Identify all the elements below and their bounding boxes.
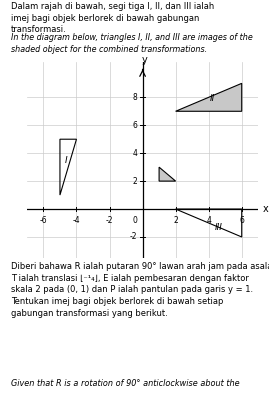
Text: x: x bbox=[263, 204, 269, 214]
Text: y: y bbox=[142, 55, 148, 65]
Text: III: III bbox=[215, 223, 222, 232]
Text: II: II bbox=[209, 94, 215, 103]
Text: 2: 2 bbox=[133, 177, 138, 186]
Text: I: I bbox=[65, 156, 68, 165]
Text: -2: -2 bbox=[106, 216, 113, 225]
Polygon shape bbox=[176, 83, 242, 111]
Text: 6: 6 bbox=[239, 216, 244, 225]
Text: 6: 6 bbox=[133, 121, 138, 130]
Text: -2: -2 bbox=[130, 233, 138, 241]
Text: Given that R is a rotation of 90° anticlockwise about the: Given that R is a rotation of 90° anticl… bbox=[11, 379, 239, 388]
Text: -4: -4 bbox=[73, 216, 80, 225]
Text: 4: 4 bbox=[133, 149, 138, 158]
Text: Diberi bahawa R ialah putaran 90° lawan arah jam pada asalan,
T ialah translasi : Diberi bahawa R ialah putaran 90° lawan … bbox=[11, 262, 269, 318]
Text: 8: 8 bbox=[133, 93, 138, 102]
Text: Dalam rajah di bawah, segi tiga I, II, dan III ialah
imej bagi objek berlorek di: Dalam rajah di bawah, segi tiga I, II, d… bbox=[11, 2, 214, 34]
Polygon shape bbox=[159, 167, 176, 181]
Text: -6: -6 bbox=[40, 216, 47, 225]
Text: In the diagram below, triangles I, II, and III are images of the
shaded object f: In the diagram below, triangles I, II, a… bbox=[11, 33, 253, 54]
Text: 0: 0 bbox=[133, 216, 138, 225]
Text: 2: 2 bbox=[173, 216, 178, 225]
Text: 4: 4 bbox=[206, 216, 211, 225]
